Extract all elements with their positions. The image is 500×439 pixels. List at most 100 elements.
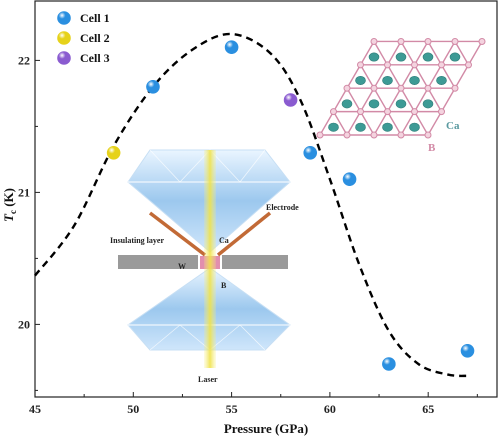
boron-atom xyxy=(330,108,337,116)
data-point xyxy=(342,172,357,186)
lattice-bond xyxy=(359,87,375,112)
gasket-left xyxy=(118,255,198,269)
boron-atom xyxy=(451,37,459,45)
data-points xyxy=(106,40,475,371)
boron-atom xyxy=(438,108,445,116)
electrode-left xyxy=(148,211,207,257)
legend-marker xyxy=(57,51,71,65)
legend: Cell 1 Cell 2 Cell 3 xyxy=(57,11,110,65)
lattice-bond xyxy=(400,87,416,112)
calcium-atom xyxy=(328,122,339,132)
lattice-bond xyxy=(373,64,389,89)
calcium-atom xyxy=(382,122,393,132)
boron-atom xyxy=(411,61,418,69)
calcium-atom xyxy=(382,75,393,85)
calcium-atom xyxy=(341,99,353,109)
lattice-bond xyxy=(400,64,416,89)
calcium-atom xyxy=(395,99,407,109)
data-point xyxy=(303,146,318,160)
lattice-bond xyxy=(413,87,429,112)
lattice-bond xyxy=(413,111,429,136)
data-point xyxy=(146,80,160,94)
data-point xyxy=(382,357,396,371)
legend-label: Cell 2 xyxy=(80,31,110,45)
lattice-bond xyxy=(386,111,402,136)
lattice-bond xyxy=(346,111,362,136)
y-axis-title: Tc (K) xyxy=(1,188,18,222)
cab2-lattice-inset xyxy=(316,37,486,139)
boron-atom xyxy=(397,37,405,45)
boron-atom xyxy=(316,131,324,139)
calcium-atom xyxy=(409,75,420,85)
lattice-bond xyxy=(440,87,456,112)
lattice-bond xyxy=(359,41,375,66)
lattice-bond xyxy=(319,111,335,136)
x-tick-label: 65 xyxy=(422,402,434,416)
boron-atom xyxy=(370,84,378,92)
boron-atom xyxy=(357,61,364,69)
label-electrode: Electrode xyxy=(266,203,299,212)
lattice-bond xyxy=(332,87,348,112)
data-point xyxy=(224,40,239,55)
electrode-right xyxy=(216,211,272,257)
boron-atom xyxy=(384,108,391,116)
lattice-bond xyxy=(373,111,389,136)
label-laser: Laser xyxy=(198,375,218,384)
diamond-anvil-inset: Electrode Insulating layer Ca W B Laser xyxy=(110,149,299,384)
lattice-bond xyxy=(440,64,456,89)
label-insulating-layer: Insulating layer xyxy=(110,236,164,245)
label-b-device: B xyxy=(221,281,227,290)
lattice-bond xyxy=(386,41,402,66)
lattice-bond xyxy=(386,64,402,89)
boron-atom xyxy=(343,84,351,92)
lattice-bond xyxy=(427,64,443,89)
legend-label: Cell 3 xyxy=(80,51,110,65)
y-axis-ticks: 20 21 22 xyxy=(18,53,40,391)
boron-atom xyxy=(478,37,486,45)
legend-label: Cell 1 xyxy=(80,11,110,25)
plot-frame xyxy=(34,0,498,398)
calcium-atom xyxy=(422,52,434,62)
lattice-bond xyxy=(386,87,402,112)
lattice-bond xyxy=(400,111,416,136)
lattice-bond xyxy=(440,41,456,66)
x-tick-label: 60 xyxy=(324,402,336,416)
lattice-bond xyxy=(373,41,389,66)
fit-curve xyxy=(34,32,468,378)
gasket-right xyxy=(222,255,288,269)
data-point xyxy=(283,93,298,107)
boron-atom xyxy=(343,131,351,139)
lattice-bond xyxy=(467,41,483,66)
x-tick-label: 45 xyxy=(29,402,41,416)
calcium-atom xyxy=(355,75,366,85)
calcium-atom xyxy=(449,52,461,62)
boron-atom xyxy=(424,37,432,45)
lattice-bond xyxy=(427,111,443,136)
lattice-bond xyxy=(413,64,429,89)
data-point xyxy=(106,146,121,160)
lattice-bond xyxy=(427,41,443,66)
label-w: W xyxy=(178,262,186,271)
x-tick-label: 55 xyxy=(226,402,238,416)
x-axis-title: Pressure (GPa) xyxy=(224,421,308,436)
y-tick-label: 20 xyxy=(18,317,30,331)
boron-atom xyxy=(438,61,445,69)
laser-beam xyxy=(204,150,216,368)
lattice-bond xyxy=(332,111,348,136)
calcium-atom xyxy=(355,122,366,132)
label-ca-device: Ca xyxy=(219,236,229,245)
lattice-label-ca: Ca xyxy=(446,120,460,132)
boron-atom xyxy=(465,61,472,69)
lattice-bond xyxy=(346,64,362,89)
data-point xyxy=(460,343,475,358)
lattice-bond xyxy=(373,87,389,112)
lattice-bond xyxy=(427,87,443,112)
boron-atom xyxy=(397,131,405,139)
x-axis-ticks: 45 50 55 60 65 xyxy=(29,392,478,416)
lattice-bond xyxy=(454,64,470,89)
lattice-bond xyxy=(400,41,416,66)
lattice-bond xyxy=(359,111,375,136)
calcium-atom xyxy=(436,75,447,85)
calcium-atom xyxy=(395,52,407,62)
